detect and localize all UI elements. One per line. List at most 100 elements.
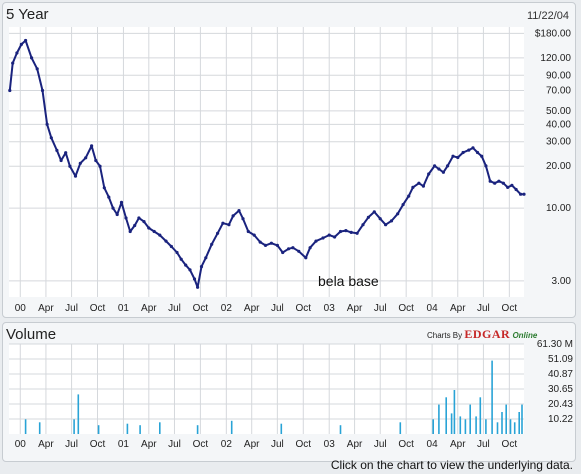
- price-point[interactable]: [333, 235, 337, 239]
- volume-bar[interactable]: [38, 422, 41, 434]
- price-point[interactable]: [446, 164, 450, 168]
- price-point[interactable]: [461, 150, 465, 155]
- volume-bar[interactable]: [196, 425, 199, 434]
- volume-bar[interactable]: [230, 420, 233, 434]
- volume-bar[interactable]: [445, 397, 447, 434]
- volume-bar[interactable]: [126, 423, 129, 434]
- volume-bar[interactable]: [73, 419, 75, 434]
- price-point[interactable]: [467, 148, 471, 152]
- price-point[interactable]: [19, 42, 23, 47]
- price-point[interactable]: [11, 61, 15, 65]
- volume-bar[interactable]: [97, 425, 100, 434]
- price-point[interactable]: [107, 195, 111, 199]
- price-point[interactable]: [128, 229, 132, 234]
- price-point[interactable]: [137, 216, 141, 220]
- volume-bar[interactable]: [339, 425, 342, 434]
- price-point[interactable]: [522, 192, 526, 196]
- price-point[interactable]: [451, 154, 455, 158]
- price-point[interactable]: [519, 192, 523, 196]
- price-point[interactable]: [437, 167, 441, 171]
- volume-bar[interactable]: [453, 390, 456, 434]
- price-point[interactable]: [493, 181, 497, 185]
- volume-bar[interactable]: [438, 404, 440, 434]
- price-point[interactable]: [231, 214, 235, 218]
- volume-bar[interactable]: [399, 422, 402, 434]
- volume-bar[interactable]: [159, 422, 161, 434]
- volume-bar[interactable]: [459, 416, 462, 434]
- price-point[interactable]: [192, 277, 197, 281]
- price-point[interactable]: [152, 229, 156, 234]
- price-point[interactable]: [355, 231, 359, 235]
- price-point[interactable]: [396, 212, 400, 216]
- price-point[interactable]: [361, 223, 365, 227]
- price-point[interactable]: [372, 210, 376, 214]
- price-point[interactable]: [164, 239, 168, 243]
- price-point[interactable]: [349, 230, 353, 234]
- price-point[interactable]: [45, 122, 49, 126]
- price-point[interactable]: [40, 88, 45, 93]
- volume-chart-panel[interactable]: Volume Charts By EDGAR Online 00 Apr Jul Oc…: [2, 322, 576, 462]
- price-point[interactable]: [15, 51, 19, 55]
- price-point[interactable]: [179, 257, 183, 261]
- volume-bar[interactable]: [521, 404, 523, 434]
- volume-bar[interactable]: [469, 404, 471, 434]
- price-point[interactable]: [64, 151, 68, 155]
- price-point[interactable]: [210, 242, 214, 246]
- price-point[interactable]: [102, 186, 106, 190]
- price-point[interactable]: [488, 179, 492, 183]
- price-point[interactable]: [506, 185, 510, 189]
- price-point[interactable]: [221, 221, 225, 225]
- price-series-line[interactable]: [8, 39, 524, 289]
- price-point[interactable]: [24, 38, 28, 43]
- price-point[interactable]: [124, 216, 128, 220]
- volume-chart[interactable]: 00 Apr Jul Oct 01 Apr Jul Oct 02 Apr Jul Oct 03 Apr Ju…: [3, 323, 577, 463]
- price-point[interactable]: [456, 155, 460, 160]
- price-point[interactable]: [384, 223, 388, 227]
- price-point[interactable]: [169, 244, 173, 249]
- price-point[interactable]: [196, 285, 200, 289]
- volume-bar[interactable]: [496, 422, 499, 434]
- price-point[interactable]: [68, 164, 72, 168]
- price-point[interactable]: [252, 233, 256, 237]
- price-point[interactable]: [147, 226, 151, 230]
- price-point[interactable]: [297, 249, 301, 253]
- price-point[interactable]: [441, 170, 445, 174]
- volume-bar[interactable]: [139, 425, 141, 434]
- price-point[interactable]: [216, 231, 220, 235]
- price-point[interactable]: [471, 146, 475, 150]
- volume-bar[interactable]: [77, 394, 80, 434]
- price-point[interactable]: [227, 223, 231, 227]
- price-point[interactable]: [142, 220, 146, 224]
- price-point[interactable]: [275, 243, 279, 247]
- price-point[interactable]: [338, 229, 343, 234]
- price-point[interactable]: [84, 156, 88, 160]
- volume-bar[interactable]: [24, 419, 27, 434]
- price-point[interactable]: [421, 184, 425, 188]
- price-point[interactable]: [475, 150, 480, 155]
- price-point[interactable]: [184, 263, 188, 267]
- volume-bar[interactable]: [505, 404, 507, 434]
- price-point[interactable]: [411, 185, 415, 189]
- price-point[interactable]: [78, 161, 82, 165]
- price-point[interactable]: [407, 194, 411, 198]
- price-point[interactable]: [427, 172, 431, 176]
- price-point[interactable]: [484, 164, 488, 168]
- price-point[interactable]: [115, 212, 119, 217]
- price-point[interactable]: [304, 256, 308, 260]
- price-point[interactable]: [263, 243, 268, 247]
- price-point[interactable]: [55, 148, 59, 152]
- price-point[interactable]: [133, 223, 137, 228]
- volume-bar[interactable]: [475, 416, 477, 434]
- price-point[interactable]: [417, 181, 421, 185]
- price-point[interactable]: [308, 246, 312, 250]
- price-point[interactable]: [258, 240, 262, 244]
- price-point[interactable]: [480, 154, 484, 158]
- price-point[interactable]: [8, 88, 12, 93]
- price-point[interactable]: [321, 236, 325, 240]
- volume-bar[interactable]: [479, 397, 482, 434]
- price-point[interactable]: [378, 217, 382, 221]
- price-point[interactable]: [344, 229, 348, 233]
- price-point[interactable]: [73, 174, 78, 178]
- price-chart[interactable]: 00 Apr Jul Oct 01 Apr Jul Oct 02 Apr Jul Oct 03 Apr Ju…: [3, 3, 577, 319]
- volume-bar[interactable]: [450, 413, 453, 434]
